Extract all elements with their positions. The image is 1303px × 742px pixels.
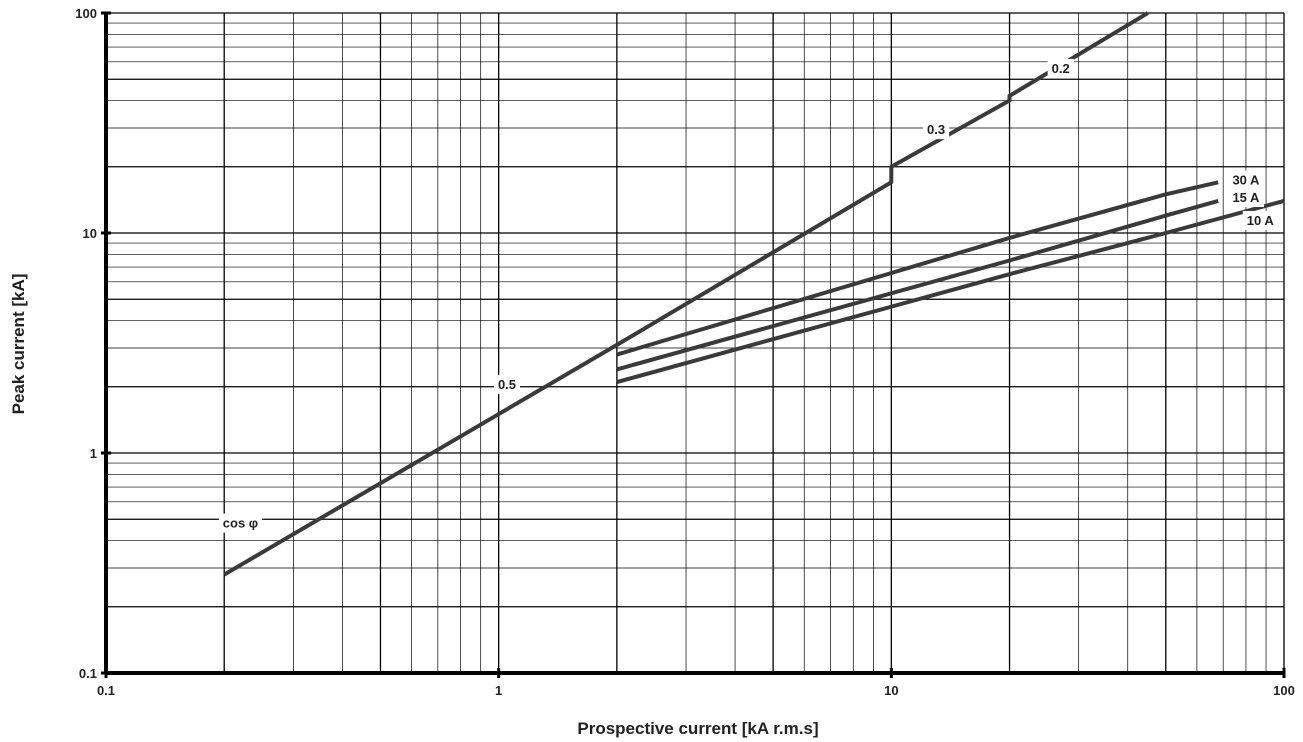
series-line [616,198,1219,372]
annotation-background [493,374,521,394]
x-tick-label: 1 [495,683,502,698]
annotation-label: cos φ [223,516,258,531]
series-line [223,11,1149,577]
series-line [616,180,1219,357]
x-tick-label: 0.1 [97,683,115,698]
annotation-label: 15 A [1232,190,1260,205]
annotation: 30 A [1228,170,1265,190]
x-tick-label: 10 [884,683,898,698]
annotation-label: 10 A [1247,213,1275,228]
series-line [616,198,1285,385]
grid [105,12,1285,674]
annotation-label: 0.5 [498,377,516,392]
annotation: 0.5 [493,374,521,394]
annotation-label: 0.3 [927,122,945,137]
annotation: 15 A [1228,187,1265,207]
x-axis-title: Prospective current [kA r.m.s] [577,719,818,738]
annotation: 0.3 [923,120,950,140]
annotation-background [923,120,950,140]
annotation-label: 0.2 [1052,61,1070,76]
x-tick-label: 100 [1273,683,1295,698]
annotation: cos φ [218,513,263,533]
annotation-background [1242,210,1279,230]
annotation: 0.2 [1047,58,1074,78]
annotation-background [1228,170,1265,190]
y-axis-title: Peak current [kA] [9,274,28,415]
series-lines [223,11,1285,577]
y-tick-label: 100 [75,6,97,21]
y-tick-label: 0.1 [79,666,97,681]
tick-labels: 0.1 1 10 100 0.1 1 10 100 [75,6,1295,698]
annotations: 0.2 0.3 0.5 cos φ 30 A 15 A 10 A [218,58,1279,533]
annotation-background [1228,187,1265,207]
annotation-background [1047,58,1074,78]
axes [101,11,1286,678]
annotation-background [218,513,263,533]
y-tick-label: 1 [90,446,97,461]
annotation-label: 30 A [1232,173,1260,188]
annotation: 10 A [1242,210,1279,230]
y-tick-label: 10 [83,226,97,241]
